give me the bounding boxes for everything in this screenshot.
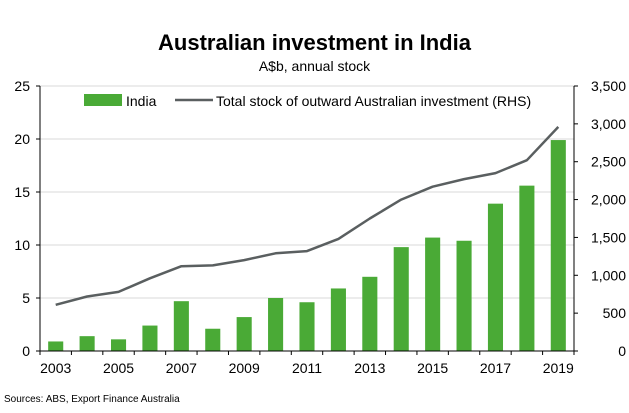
bar-2015: [425, 237, 441, 351]
bar-2006: [142, 325, 158, 351]
left-tick-label: 10: [14, 237, 30, 253]
x-tick-label: 2011: [292, 360, 322, 376]
bar-2014: [393, 247, 409, 351]
gridlines: [40, 85, 574, 299]
bar-2009: [236, 317, 252, 351]
x-tick-label: 2005: [103, 360, 134, 376]
line-series: [55, 126, 560, 307]
legend-label-total: Total stock of outward Australian invest…: [216, 93, 531, 109]
right-tick-label: 1,500: [591, 229, 626, 245]
left-tick-label: 20: [14, 131, 30, 147]
bar-2010: [268, 298, 284, 351]
x-tick-label: 2003: [40, 360, 71, 376]
x-tick-label: 2009: [229, 360, 260, 376]
bar-2018: [519, 185, 535, 351]
legend-label-india: India: [126, 93, 157, 109]
right-tick-label: 1,000: [591, 267, 626, 283]
chart-subtitle: A$b, annual stock: [258, 58, 371, 74]
right-tick-label: 3,000: [591, 116, 626, 132]
chart-title: Australian investment in India: [158, 30, 471, 55]
left-tick-label: 15: [14, 184, 30, 200]
x-tick-label: 2013: [354, 360, 385, 376]
bar-2017: [487, 203, 504, 351]
bar-2004: [79, 336, 95, 351]
right-tick-label: 2,000: [591, 192, 626, 208]
x-tick-label: 2019: [543, 360, 574, 376]
left-tick-label: 0: [22, 343, 30, 359]
source-note: Sources: ABS, Export Finance Australia: [4, 394, 180, 405]
bar-2012: [330, 288, 346, 351]
right-tick-label: 3,500: [591, 78, 626, 94]
bar-2013: [362, 276, 378, 351]
right-tick-label: 2,500: [591, 154, 626, 170]
bar-2016: [456, 240, 472, 351]
right-tick-label: 500: [603, 305, 627, 321]
line-total-stock: [55, 126, 560, 307]
legend: India Total stock of outward Australian i…: [84, 93, 531, 109]
bar-2019: [550, 140, 566, 351]
bar-2011: [299, 302, 315, 351]
left-tick-label: 25: [14, 78, 30, 94]
legend-swatch-india: [84, 94, 122, 106]
bar-2007: [173, 301, 189, 351]
x-tick-label: 2017: [480, 360, 511, 376]
axes: 0 5 10 15 20 25 0 500 1,000 1,500 2,000 2,500 3,000 3…: [14, 78, 626, 376]
bar-2003: [48, 341, 64, 351]
bar-2008: [205, 328, 221, 351]
bar-series: [48, 140, 566, 351]
x-tick-label: 2007: [166, 360, 197, 376]
x-tick-label: 2015: [417, 360, 448, 376]
right-tick-label: 0: [618, 343, 626, 359]
left-tick-label: 5: [22, 290, 30, 306]
bar-2005: [110, 339, 127, 351]
